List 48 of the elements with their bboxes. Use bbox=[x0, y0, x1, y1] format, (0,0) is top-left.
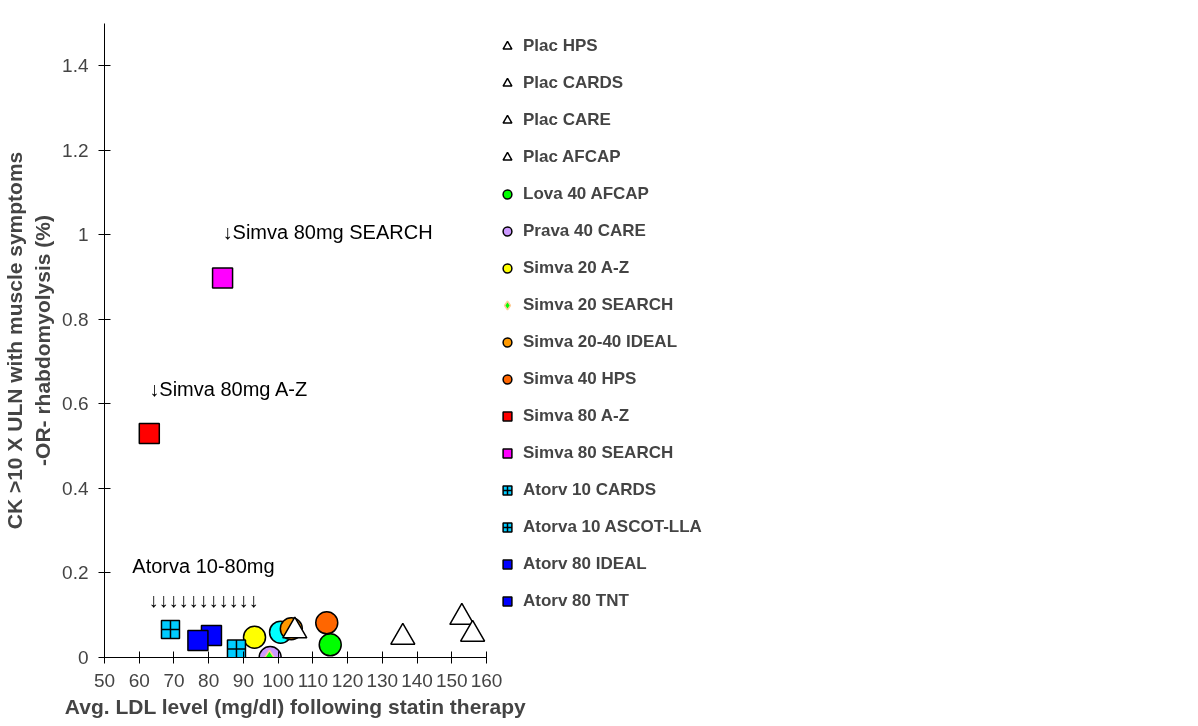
point bbox=[315, 611, 339, 635]
x-tick-label: 140 bbox=[401, 669, 433, 691]
x-tick-label: 70 bbox=[163, 669, 185, 691]
legend-label: Plac AFCAP bbox=[523, 147, 621, 167]
x-tick-label: 90 bbox=[232, 669, 254, 691]
y-tick-label: 0.8 bbox=[62, 308, 89, 330]
x-tick-label: 80 bbox=[198, 669, 220, 691]
y-tick-label: 0.4 bbox=[62, 477, 89, 499]
legend-label: Simva 80 A-Z bbox=[523, 406, 630, 426]
legend-label: Prava 40 CARE bbox=[523, 221, 646, 241]
x-tick-label: 110 bbox=[297, 669, 329, 691]
x-tick-label: 150 bbox=[435, 669, 468, 691]
legend-label: Atorv 80 IDEAL bbox=[523, 554, 647, 574]
legend-label: Atorv 10 CARDS bbox=[523, 480, 657, 500]
x-tick-label: 100 bbox=[262, 669, 294, 691]
legend-label: Simva 20 A-Z bbox=[523, 258, 630, 278]
legend-label: Simva 20 SEARCH bbox=[523, 295, 674, 315]
point bbox=[187, 629, 209, 652]
legend-label: Atorva 10 ASCOT-LLA bbox=[523, 517, 702, 537]
y-tick-label: 1.2 bbox=[62, 139, 89, 161]
point bbox=[318, 633, 342, 657]
y-tick-label: 0 bbox=[77, 647, 89, 668]
annotation: ↓Simva 80mg A-Z bbox=[149, 377, 308, 400]
y-tick-label: 0.2 bbox=[62, 562, 89, 584]
x-tick-label: 120 bbox=[331, 669, 364, 691]
x-tick-label: 160 bbox=[470, 669, 503, 691]
annotation: Atorva 10-80mg bbox=[132, 555, 275, 578]
y-tick-label: 1 bbox=[77, 224, 89, 246]
y-tick-label: 0.6 bbox=[62, 393, 89, 415]
x-tick-label: 130 bbox=[366, 669, 399, 691]
point bbox=[242, 625, 267, 649]
y-tick-label: 1.4 bbox=[62, 55, 89, 77]
x-tick-label: 50 bbox=[93, 669, 116, 691]
legend-label: Plac CARDS bbox=[523, 73, 624, 93]
x-tick-label: 60 bbox=[128, 669, 150, 691]
y-axis-title: CK >10 X ULN with muscle symptoms -OR- rhabdomyolysis (%) bbox=[3, 151, 55, 530]
legend-label: Atorv 80 TNT bbox=[523, 591, 629, 611]
legend-label: Plac CARE bbox=[523, 110, 611, 130]
legend-label: Plac HPS bbox=[523, 36, 598, 56]
point bbox=[211, 267, 234, 289]
legend-label: Simva 20-40 IDEAL bbox=[523, 332, 678, 352]
x-axis-title: Avg. LDL level (mg/dl) following statin therapy bbox=[64, 694, 527, 718]
legend-label: Simva 40 HPS bbox=[523, 369, 637, 389]
legend-label: Lova 40 AFCAP bbox=[523, 184, 649, 204]
annotation: ↓Simva 80mg SEARCH bbox=[222, 221, 433, 244]
point bbox=[138, 422, 161, 445]
legend-label: Simva 80 SEARCH bbox=[523, 443, 674, 463]
annotation: ↓↓↓↓↓↓↓↓↓↓↓ bbox=[148, 589, 259, 612]
